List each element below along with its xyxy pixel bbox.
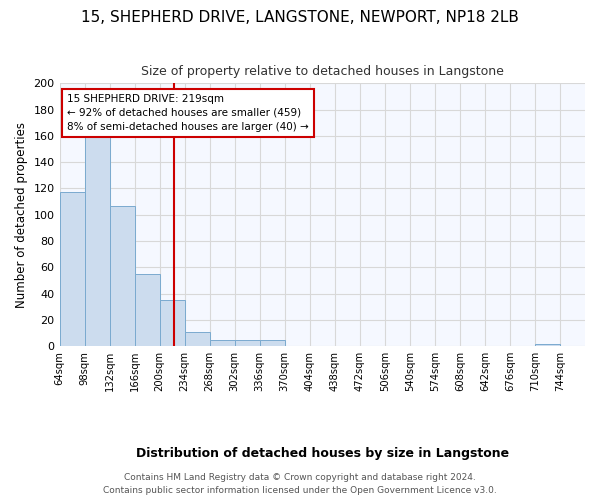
- Bar: [134, 274, 160, 346]
- Bar: [110, 206, 134, 346]
- Bar: [260, 340, 285, 346]
- Bar: [160, 300, 185, 346]
- Bar: [59, 192, 85, 346]
- X-axis label: Distribution of detached houses by size in Langstone: Distribution of detached houses by size …: [136, 447, 509, 460]
- Text: Contains HM Land Registry data © Crown copyright and database right 2024.
Contai: Contains HM Land Registry data © Crown c…: [103, 474, 497, 495]
- Text: 15 SHEPHERD DRIVE: 219sqm
← 92% of detached houses are smaller (459)
8% of semi-: 15 SHEPHERD DRIVE: 219sqm ← 92% of detac…: [67, 94, 309, 132]
- Bar: [185, 332, 209, 346]
- Bar: [85, 132, 110, 346]
- Y-axis label: Number of detached properties: Number of detached properties: [15, 122, 28, 308]
- Bar: [209, 340, 235, 346]
- Bar: [235, 340, 260, 346]
- Title: Size of property relative to detached houses in Langstone: Size of property relative to detached ho…: [141, 65, 504, 78]
- Text: 15, SHEPHERD DRIVE, LANGSTONE, NEWPORT, NP18 2LB: 15, SHEPHERD DRIVE, LANGSTONE, NEWPORT, …: [81, 10, 519, 25]
- Bar: [535, 344, 560, 346]
